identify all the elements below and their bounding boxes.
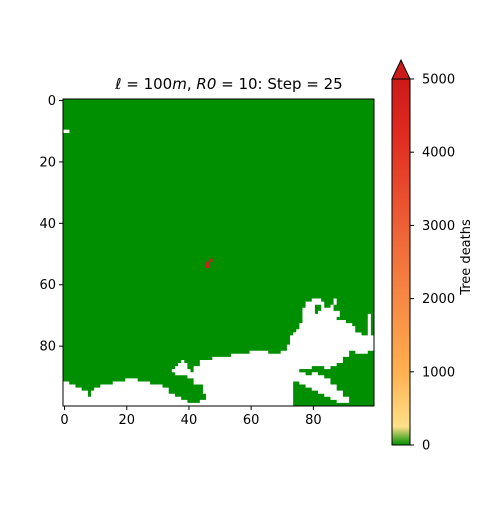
y-axis: 0 20 40 60 80 — [39, 94, 63, 355]
x-tick-label: 80 — [305, 413, 322, 428]
title-m: m — [172, 75, 187, 93]
y-tick-label: 80 — [39, 340, 56, 355]
y-tick-label: 20 — [39, 155, 56, 170]
colorbar-frame — [391, 79, 411, 446]
title-r0: R0 — [196, 75, 216, 93]
colorbar: 0 1000 2000 3000 4000 5000 Tree deaths — [391, 58, 474, 454]
x-tick-label: 0 — [60, 413, 68, 428]
x-tick-label: 40 — [181, 413, 198, 428]
colorbar-tick-label: 3000 — [422, 219, 455, 234]
empty-cell — [63, 129, 67, 133]
title-ell: ℓ — [114, 75, 121, 93]
y-tick-label: 0 — [48, 94, 56, 109]
title-eq2: = 10: Step = 25 — [216, 75, 342, 93]
colorbar-ticks: 0 1000 2000 3000 4000 5000 — [410, 73, 455, 454]
colorbar-tick-label: 5000 — [422, 73, 455, 88]
plot-frame — [62, 98, 375, 407]
forest-island-0 — [314, 304, 322, 314]
forest-island-3 — [336, 316, 340, 321]
y-tick-label: 40 — [39, 217, 56, 232]
death-cell — [206, 261, 210, 265]
title-eq1: = 100 — [121, 75, 172, 93]
colorbar-extend-max — [391, 58, 411, 80]
heatmap-cells — [63, 99, 374, 406]
forest-island-1 — [299, 369, 312, 373]
title-sep1: , — [187, 75, 197, 93]
plot-area: 0 20 40 60 80 0 20 40 60 80 — [39, 94, 375, 428]
death-cell — [209, 258, 213, 262]
x-tick-label: 20 — [118, 413, 135, 428]
colorbar-tick-label: 1000 — [422, 365, 455, 380]
chart-title: ℓ = 100m, R0 = 10: Step = 25 — [114, 75, 342, 93]
colorbar-gradient — [392, 79, 410, 445]
y-tick-label: 60 — [39, 278, 56, 293]
colorbar-tick-label: 4000 — [422, 146, 455, 161]
colorbar-label: Tree deaths — [459, 219, 474, 296]
x-axis: 0 20 40 60 80 — [60, 406, 322, 428]
death-cell — [206, 264, 210, 269]
colorbar-tick-label: 0 — [422, 439, 430, 454]
empty-land-region — [63, 298, 374, 406]
empty-cell — [66, 129, 70, 133]
colorbar-tick-label: 2000 — [422, 292, 455, 307]
forest-island-2 — [355, 326, 362, 333]
x-tick-label: 60 — [243, 413, 260, 428]
